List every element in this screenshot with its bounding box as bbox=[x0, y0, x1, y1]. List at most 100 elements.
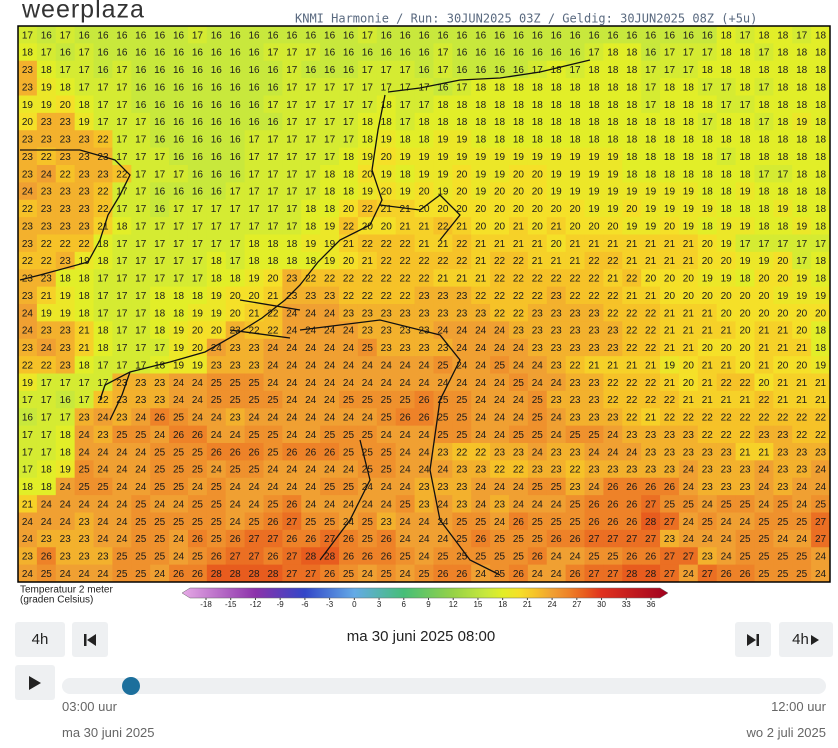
temperature-cell bbox=[754, 95, 774, 114]
temperature-cell bbox=[565, 112, 586, 131]
temperature-value: 25 bbox=[721, 499, 733, 510]
colorbar-tick-label: 36 bbox=[647, 600, 656, 609]
slider-handle[interactable] bbox=[122, 677, 140, 695]
temperature-value: 19 bbox=[381, 135, 393, 146]
temperature-value: 17 bbox=[267, 204, 279, 215]
temperature-value: 21 bbox=[702, 308, 714, 319]
temperature-cell bbox=[187, 60, 208, 79]
temperature-value: 16 bbox=[588, 30, 600, 41]
temperature-value: 16 bbox=[570, 48, 582, 59]
temperature-value: 25 bbox=[758, 569, 770, 580]
temperature-value: 22 bbox=[400, 256, 412, 267]
temperature-value: 18 bbox=[532, 135, 544, 146]
temperature-cell bbox=[527, 112, 548, 131]
temperature-value: 17 bbox=[22, 395, 34, 406]
temperature-value: 20 bbox=[192, 326, 204, 337]
temperature-value: 16 bbox=[154, 82, 166, 93]
temperature-cell bbox=[187, 112, 208, 131]
temperature-cell bbox=[169, 60, 189, 79]
temperature-value: 19 bbox=[702, 274, 714, 285]
temperature-value: 17 bbox=[41, 447, 53, 458]
temperature-value: 20 bbox=[796, 326, 808, 337]
temperature-value: 18 bbox=[815, 100, 827, 111]
temperature-value: 21 bbox=[645, 413, 657, 424]
temperature-cell bbox=[18, 130, 38, 149]
temperature-value: 24 bbox=[815, 465, 827, 476]
temperature-value: 23 bbox=[381, 326, 393, 337]
temperature-cell bbox=[641, 26, 661, 44]
temperature-value: 20 bbox=[22, 117, 34, 128]
time-slider[interactable] bbox=[62, 678, 826, 694]
temperature-value: 25 bbox=[116, 552, 128, 563]
temperature-value: 23 bbox=[79, 204, 91, 215]
temperature-value: 25 bbox=[135, 534, 147, 545]
play-button[interactable] bbox=[15, 665, 55, 700]
temperature-value: 25 bbox=[362, 517, 374, 528]
temperature-value: 17 bbox=[286, 135, 298, 146]
temperature-cell bbox=[263, 95, 283, 114]
temperature-cell bbox=[36, 78, 57, 96]
step-back-button[interactable]: 4h bbox=[15, 622, 65, 657]
temperature-cell bbox=[452, 60, 472, 79]
temperature-value: 22 bbox=[532, 274, 544, 285]
temperature-value: 23 bbox=[79, 413, 91, 424]
temperature-value: 24 bbox=[248, 413, 260, 424]
temperature-value: 17 bbox=[286, 187, 298, 198]
temperature-cell bbox=[527, 43, 548, 62]
temperature-value: 24 bbox=[494, 395, 506, 406]
temperature-value: 24 bbox=[305, 308, 317, 319]
step-forward-button[interactable]: 4h bbox=[779, 622, 833, 657]
temperature-value: 17 bbox=[758, 239, 770, 250]
temperature-value: 18 bbox=[79, 291, 91, 302]
temperature-value: 25 bbox=[664, 499, 676, 510]
temperature-value: 18 bbox=[702, 152, 714, 163]
temperature-value: 17 bbox=[116, 343, 128, 354]
temperature-value: 23 bbox=[437, 447, 449, 458]
temperature-value: 25 bbox=[532, 482, 544, 493]
temperature-value: 23 bbox=[456, 465, 468, 476]
temperature-value: 23 bbox=[79, 135, 91, 146]
temperature-value: 23 bbox=[739, 482, 751, 493]
next-button[interactable] bbox=[735, 622, 771, 657]
temperature-cell bbox=[395, 112, 416, 131]
temperature-value: 20 bbox=[456, 187, 468, 198]
temperature-value: 20 bbox=[230, 308, 242, 319]
temperature-value: 24 bbox=[513, 482, 525, 493]
temperature-value: 22 bbox=[494, 256, 506, 267]
temperature-value: 16 bbox=[154, 135, 166, 146]
temperature-cell bbox=[93, 78, 113, 96]
temperature-cell bbox=[565, 43, 586, 62]
temperature-cell bbox=[301, 112, 321, 131]
temperature-cell bbox=[603, 43, 623, 62]
temperature-value: 18 bbox=[494, 100, 506, 111]
temperature-value: 25 bbox=[739, 534, 751, 545]
temperature-value: 20 bbox=[777, 308, 789, 319]
temperature-cell bbox=[55, 78, 76, 96]
temperature-value: 25 bbox=[267, 430, 279, 441]
temperature-cell bbox=[376, 112, 397, 131]
temperature-value: 17 bbox=[286, 82, 298, 93]
temperature-value: 16 bbox=[305, 65, 317, 76]
temperature-value: 23 bbox=[22, 82, 34, 93]
temperature-value: 23 bbox=[97, 430, 109, 441]
temperature-value: 17 bbox=[97, 274, 109, 285]
previous-button[interactable] bbox=[72, 622, 108, 657]
temperature-value: 23 bbox=[551, 360, 563, 371]
temperature-value: 16 bbox=[173, 187, 185, 198]
temperature-cell bbox=[244, 95, 264, 114]
temperature-value: 23 bbox=[721, 465, 733, 476]
temperature-value: 20 bbox=[702, 256, 714, 267]
temperature-value: 24 bbox=[267, 378, 279, 389]
temperature-value: 25 bbox=[211, 534, 223, 545]
temperature-cell bbox=[320, 78, 340, 96]
temperature-cell bbox=[735, 78, 755, 96]
temperature-cell bbox=[773, 78, 793, 96]
temperature-value: 18 bbox=[815, 135, 827, 146]
temperature-value: 16 bbox=[154, 100, 166, 111]
temperature-value: 23 bbox=[683, 447, 695, 458]
temperature-value: 24 bbox=[230, 499, 242, 510]
temperature-value: 18 bbox=[343, 152, 355, 163]
temperature-value: 22 bbox=[343, 221, 355, 232]
temperature-value: 26 bbox=[721, 569, 733, 580]
temperature-value: 16 bbox=[173, 100, 185, 111]
